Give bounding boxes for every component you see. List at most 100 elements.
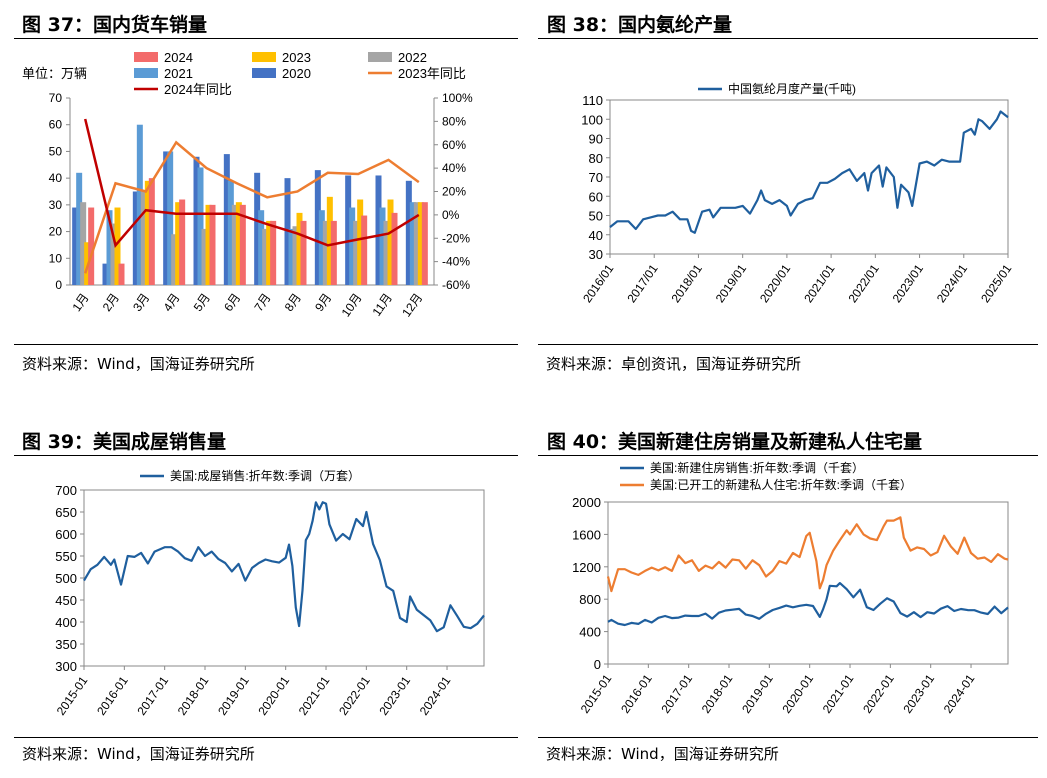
fig37-y2-tick-label: 40% — [442, 161, 466, 175]
fig37-bar-2023 — [205, 204, 212, 285]
fig37-bar-2023 — [266, 220, 273, 285]
fig37-x-tick-label: 6月 — [221, 291, 243, 314]
fig37-bar-2021 — [258, 210, 265, 285]
fig37-x-tick-label: 2月 — [100, 291, 122, 314]
fig37-bar-2022 — [80, 202, 87, 285]
fig39-source: 资料来源：Wind，国海证券研究所 — [22, 745, 255, 763]
fig37-bar-2024 — [239, 204, 246, 285]
fig40-y-tick-label: 0 — [594, 657, 601, 672]
fig40-source: 资料来源：Wind，国海证券研究所 — [546, 745, 779, 763]
fig37-legend-swatch — [134, 52, 158, 62]
fig37-x-tick-label: 12月 — [399, 291, 425, 320]
fig37-y-tick-label: 60 — [49, 118, 63, 132]
fig37-legend-swatch — [368, 52, 392, 62]
fig37-bar-2021 — [409, 202, 416, 285]
fig39-x-tick-label: 2022-01 — [336, 673, 373, 717]
fig37-x-tick-label: 1月 — [69, 291, 91, 314]
fig37-y-tick-label: 0 — [55, 278, 62, 292]
fig37-bar-2020 — [193, 156, 200, 285]
fig37-bar-2021 — [167, 151, 174, 285]
fig40-legend-label: 美国:已开工的新建私人住宅:折年数:季调（千套） — [650, 477, 912, 492]
fig37-y-tick-label: 50 — [49, 144, 63, 158]
fig39-y-tick-label: 550 — [55, 549, 77, 564]
fig37-x-tick-label: 9月 — [312, 291, 334, 314]
fig40-legend-label: 美国:新建住房销售:折年数:季调（千套） — [650, 460, 864, 475]
fig40-x-tick-label: 2023-01 — [900, 671, 937, 715]
fig39-y-tick-label: 600 — [55, 527, 77, 542]
fig38-x-tick-label: 2025/01 — [978, 261, 1015, 305]
fig37-y2-tick-label: 60% — [442, 138, 466, 152]
fig39-series-line — [83, 501, 485, 633]
fig38-y-tick-label: 100 — [581, 112, 603, 127]
fig37-x-tick-label: 8月 — [282, 291, 304, 314]
fig37-bar-2022 — [262, 228, 269, 285]
fig38-title-rule — [538, 38, 1038, 39]
fig38-plot-frame — [609, 99, 1009, 255]
fig37-bar-2023 — [175, 202, 182, 285]
fig40-y-tick-label: 800 — [579, 592, 601, 607]
fig37-bar-2020 — [132, 191, 139, 285]
fig37-bar-2023 — [144, 180, 151, 285]
fig39-x-tick-label: 2020-01 — [255, 673, 292, 717]
fig37-legend-swatch — [252, 68, 276, 78]
fig37-bar-2022 — [292, 226, 299, 285]
fig39-y-tick-label: 350 — [55, 637, 77, 652]
fig37-title: 图 37：国内货车销量 — [22, 14, 208, 36]
fig40-x-tick-label: 2020-01 — [779, 671, 816, 715]
fig37-bar-2023 — [387, 199, 394, 285]
fig37-bar-2024 — [118, 263, 125, 285]
fig39-x-tick-label: 2017-01 — [134, 673, 171, 717]
fig39-x-tick-label: 2018-01 — [175, 673, 212, 717]
fig40-x-tick-label: 2015-01 — [578, 671, 615, 715]
fig39-x-tick-label: 2015-01 — [54, 673, 91, 717]
fig37-bar-2020 — [163, 151, 170, 285]
fig40-x-tick-label: 2016-01 — [618, 671, 655, 715]
fig37-chart: 单位：万辆 2024 2023 2022 2021 2020 2023年同比 2024年同比 0… — [22, 50, 473, 320]
fig40-x-tick-label: 2022-01 — [860, 671, 897, 715]
fig38-x-tick-label: 2024/01 — [934, 261, 971, 305]
fig39-legend-label: 美国:成屋销售:折年数:季调（万套） — [170, 468, 360, 483]
fig39-source-rule — [14, 737, 518, 738]
fig37-bar-2021 — [288, 228, 295, 285]
fig37-legend-label: 2023 — [282, 50, 311, 65]
fig39-y-tick-label: 400 — [55, 615, 77, 630]
fig39-x-tick-label: 2019-01 — [215, 673, 252, 717]
fig37-bar-2024 — [270, 220, 277, 285]
fig37-y2-tick-label: 0% — [442, 208, 460, 222]
fig39-chart: 300 350 400 450 500 550 600 650 700 2015-01 2016-0… — [54, 468, 485, 718]
fig37-bar-2024 — [209, 204, 216, 285]
fig37-bar-2024 — [88, 207, 95, 285]
fig38-x-tick-label: 2016/01 — [580, 261, 617, 305]
fig37-bar-2020 — [102, 263, 109, 285]
fig37-legend-label: 2023年同比 — [398, 66, 466, 81]
fig38-x-tick-label: 2022/01 — [845, 261, 882, 305]
fig39-plot-frame — [83, 489, 485, 667]
fig39-x-tick-label: 2016-01 — [94, 673, 131, 717]
fig38-title: 图 38：国内氨纶产量 — [547, 14, 733, 36]
fig37-y2-tick-label: 80% — [442, 114, 466, 128]
fig40-title-rule — [538, 455, 1038, 456]
fig38-y-tick-label: 80 — [589, 151, 603, 166]
fig38-legend-label: 中国氨纶月度产量(千吨) — [728, 81, 856, 96]
fig40-series-line — [607, 581, 1009, 627]
fig37-bar-2021 — [197, 167, 204, 285]
fig38-chart: 30 40 50 60 70 80 90 100 110 2016/01 2017/01 2018/0… — [580, 81, 1015, 305]
fig39-x-tick-label: 2023-01 — [376, 673, 413, 717]
fig37-legend-label: 2020 — [282, 66, 311, 81]
fig37-bar-2023 — [235, 202, 242, 285]
fig40-series-line — [606, 516, 1009, 593]
fig37-bar-2020 — [345, 175, 352, 285]
fig37-y2-tick-label: -60% — [442, 278, 470, 292]
fig40-x-tick-label: 2024-01 — [941, 671, 978, 715]
fig37-unit-label: 单位：万辆 — [22, 66, 87, 81]
fig37-bar-2023 — [417, 202, 424, 285]
fig37-y-tick-label: 40 — [49, 171, 63, 185]
fig40-y-tick-label: 400 — [579, 625, 601, 640]
fig37-x-tick-label: 10月 — [339, 291, 365, 320]
fig38-y-tick-label: 90 — [589, 132, 603, 147]
fig37-legend-label: 2021 — [164, 66, 193, 81]
fig38-y-tick-label: 30 — [589, 247, 603, 262]
fig38-series-line — [609, 110, 1009, 234]
fig40-y-tick-label: 2000 — [572, 495, 601, 510]
fig37-bar-2023 — [296, 212, 303, 285]
